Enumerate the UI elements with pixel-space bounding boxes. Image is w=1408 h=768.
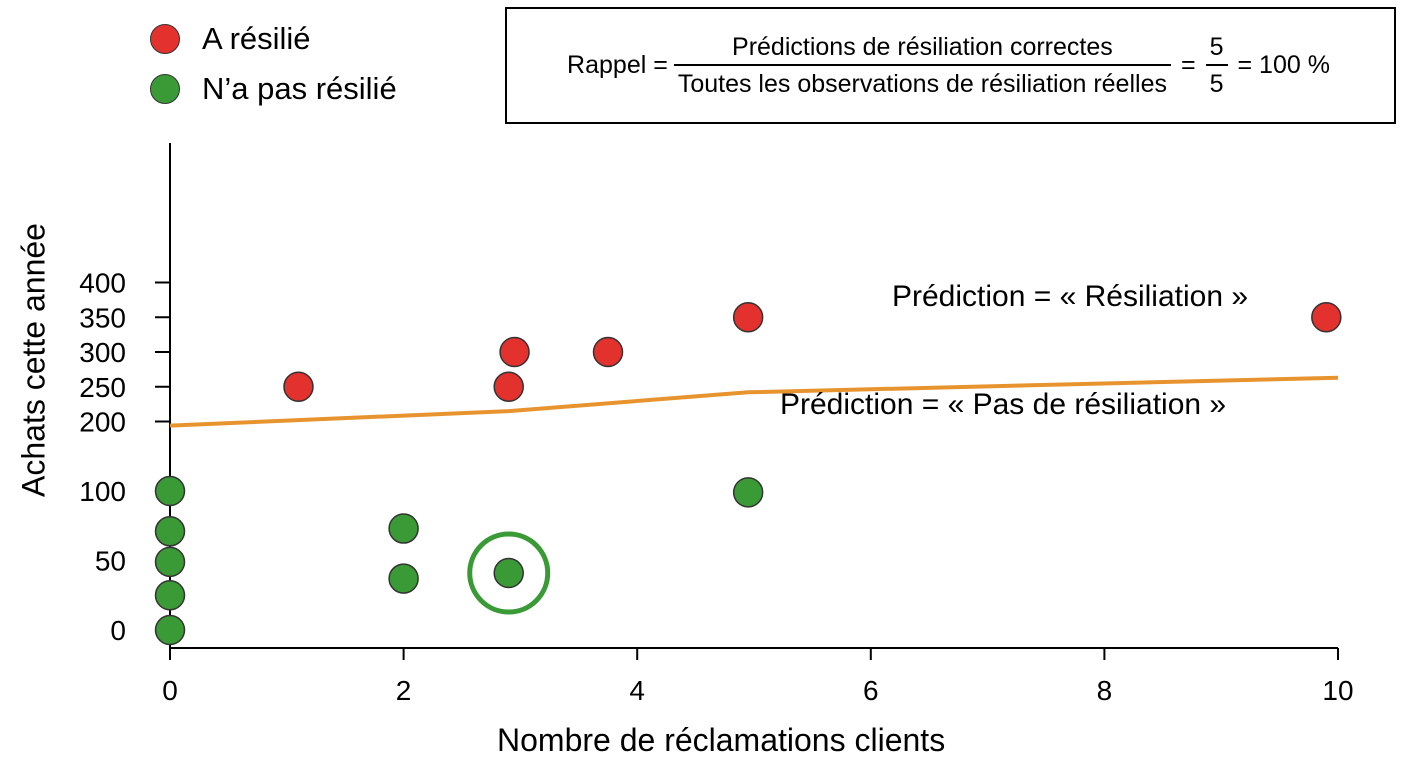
churned-point <box>499 336 530 368</box>
points-layer <box>154 302 1342 646</box>
not-churned-point <box>154 546 186 578</box>
formula-result: = 100 % <box>1237 51 1330 79</box>
y-tick-label: 50 <box>95 546 126 577</box>
y-tick-label: 100 <box>79 476 126 507</box>
formula-main-fraction: Prédictions de résiliation correctes Tou… <box>673 32 1171 99</box>
x-tick-label: 10 <box>1322 675 1353 706</box>
x-tick-label: 2 <box>396 675 412 706</box>
region-label-no-churn: Prédiction = « Pas de résiliation » <box>780 388 1227 421</box>
y-tick-label: 0 <box>110 615 126 646</box>
x-tick-label: 0 <box>162 675 178 706</box>
not-churned-point <box>154 614 186 646</box>
not-churned-point <box>154 516 186 547</box>
churned-point <box>1311 302 1342 333</box>
legend-dot-churned <box>150 24 180 54</box>
not-churned-point <box>154 580 186 611</box>
x-axis-title: Nombre de réclamations clients <box>497 722 946 758</box>
region-label-churn: Prédiction = « Résiliation » <box>892 280 1249 313</box>
recall-formula-box: Rappel = Prédictions de résiliation corr… <box>505 7 1396 124</box>
not-churned-point <box>388 563 419 594</box>
formula-value-fraction: 5 5 <box>1205 32 1228 99</box>
churned-point <box>592 336 624 368</box>
legend-label-churned: A résilié <box>202 21 311 56</box>
legend-item-churned: A résilié <box>150 14 397 64</box>
formula-numerator: Prédictions de résiliation correctes <box>732 32 1113 61</box>
not-churned-point <box>493 557 524 589</box>
formula-lhs: Rappel = <box>567 51 668 79</box>
y-tick-label: 300 <box>79 337 126 368</box>
legend-dot-not-churned <box>150 74 180 104</box>
y-tick-label: 250 <box>79 372 126 403</box>
y-tick-label: 200 <box>79 407 126 438</box>
churned-point <box>283 371 314 402</box>
y-tick-label: 350 <box>79 302 126 333</box>
x-tick-label: 6 <box>863 675 879 706</box>
formula-denominator: Toutes les observations de résiliation r… <box>673 63 1171 99</box>
x-tick-label: 8 <box>1097 675 1113 706</box>
decision-boundary-layer <box>169 375 1339 428</box>
highlight-ring <box>467 531 551 615</box>
formula-value-numerator: 5 <box>1209 32 1224 61</box>
legend: A résilié N’a pas résilié <box>150 14 397 114</box>
y-tick-label: 400 <box>79 268 126 299</box>
not-churned-point <box>154 475 186 507</box>
formula-equals: = <box>1180 51 1196 79</box>
legend-item-not-churned: N’a pas résilié <box>150 64 397 114</box>
decision-boundary-line <box>169 375 1339 428</box>
not-churned-point <box>388 513 419 544</box>
not-churned-point <box>732 477 764 508</box>
churned-point <box>493 371 524 402</box>
y-axis-title: Achats cette année <box>15 223 52 497</box>
x-tick-label: 4 <box>629 675 645 706</box>
legend-label-not-churned: N’a pas résilié <box>202 71 397 106</box>
churned-point <box>732 302 764 333</box>
formula-value-denominator: 5 <box>1205 63 1228 99</box>
